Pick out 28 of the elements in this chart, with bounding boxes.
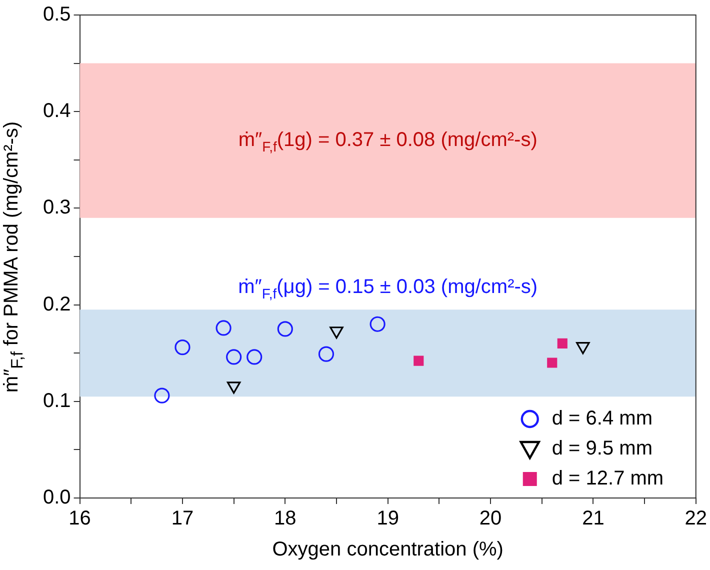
x-tick-label: 22 xyxy=(684,508,707,530)
point xyxy=(216,320,232,336)
point xyxy=(318,346,334,362)
x-tick-label: 20 xyxy=(479,508,502,530)
point xyxy=(246,349,262,365)
y-tick-label: 0.0 xyxy=(42,486,71,509)
point xyxy=(277,321,293,337)
legend-label: d = 6.4 mm xyxy=(552,408,652,430)
y-tick-label: 0.1 xyxy=(42,390,71,412)
point xyxy=(154,388,170,404)
point xyxy=(414,356,424,366)
x-tick-label: 18 xyxy=(274,508,296,530)
y-tick-label: 0.5 xyxy=(42,4,71,26)
point xyxy=(557,338,568,348)
x-tick-label: 21 xyxy=(582,508,604,530)
x-tick-label: 19 xyxy=(376,508,399,530)
point xyxy=(547,358,558,368)
point xyxy=(174,340,190,356)
x-tick-label: 17 xyxy=(171,508,194,530)
legend-label: d = 9.5 mm xyxy=(552,438,652,460)
legend-label: d = 12.7 mm xyxy=(552,468,664,490)
point xyxy=(370,316,386,332)
x-axis-title: Oxygen concentration (%) xyxy=(272,538,504,561)
y-tick-label: 0.4 xyxy=(42,100,71,122)
point xyxy=(226,349,242,365)
y-tick-label: 0.3 xyxy=(42,196,71,219)
y-tick-label: 0.2 xyxy=(42,293,71,316)
x-tick-label: 16 xyxy=(68,508,91,530)
